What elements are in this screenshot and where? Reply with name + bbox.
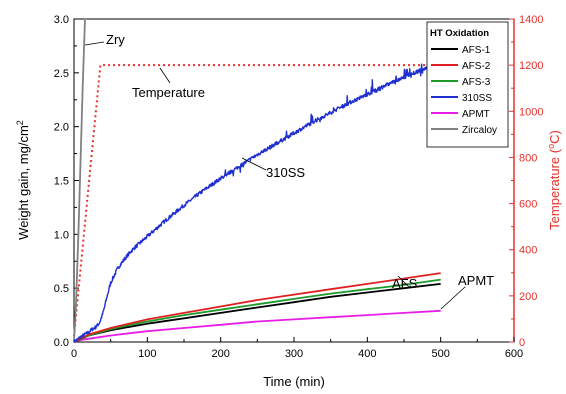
series-line-afs-2	[73, 272, 441, 343]
series-line-afs-3	[73, 278, 441, 343]
axis-ticks: 0 100 200 300 400 500 600 0.0 0.5 1.0 1.5 2.0 2.5 3.0…	[54, 14, 544, 360]
y2-axis-title-sup: o	[546, 144, 556, 149]
series-line-temperature	[73, 64, 441, 337]
y-tick-label: 3.0	[54, 14, 69, 26]
series-line-310ss	[73, 54, 438, 343]
legend-label-310ss: 310SS	[462, 93, 492, 104]
annotation-zry: Zry	[106, 32, 125, 47]
annotation-arrow-apmt	[440, 286, 466, 310]
legend-label-zircaloy: Zircaloy	[462, 125, 497, 136]
y2-axis-title-post: C)	[547, 130, 562, 144]
x-tick-label: 100	[138, 348, 156, 360]
y2-tick-label: 400	[519, 245, 537, 257]
x-tick-label: 200	[211, 348, 229, 360]
annotation-arrow-temperature	[159, 67, 171, 84]
x-tick-label: 400	[358, 348, 376, 360]
annotation-310ss: 310SS	[266, 165, 305, 180]
x-tick-label: 0	[71, 348, 77, 360]
y2-tick-label: 0	[519, 337, 525, 349]
x-tick-label: 600	[505, 348, 523, 360]
series-line-zircaloy	[73, 18, 88, 343]
y2-tick-label: 600	[519, 199, 537, 211]
legend-title: HT Oxidation	[430, 28, 489, 39]
legend-label-afs-3: AFS-3	[462, 77, 491, 88]
legend-label-afs-2: AFS-2	[462, 61, 491, 72]
annotation-afs: AFS	[392, 276, 418, 291]
y2-tick-label: 1000	[519, 106, 543, 118]
legend: HT Oxidation AFS-1 AFS-2 AFS-3 310SS APMT Zir…	[426, 21, 509, 148]
series-layer	[73, 18, 441, 343]
y-tick-label: 1.0	[54, 229, 69, 241]
legend-label-apmt: APMT	[462, 109, 490, 120]
y2-axis-title: Temperature (oC)	[546, 130, 562, 230]
x-tick-label: 300	[285, 348, 303, 360]
y-axis-title-sup: 2	[15, 120, 25, 125]
legend-label-afs-1: AFS-1	[462, 45, 491, 56]
y2-axis-title-pre: Temperature (	[547, 148, 562, 230]
annotation-apmt: APMT	[458, 273, 494, 288]
annotation-arrow-zry	[84, 41, 105, 46]
annotations: Zry Temperature 310SS AFS APMT	[84, 32, 494, 310]
y-axis-title-main: Weight gain, mg/cm	[16, 125, 31, 240]
y-axis-title: Weight gain, mg/cm2	[15, 120, 31, 240]
y2-tick-label: 1200	[519, 60, 543, 72]
y-tick-label: 0.0	[54, 337, 69, 349]
y-tick-label: 2.0	[54, 122, 69, 134]
y-tick-label: 0.5	[54, 283, 69, 295]
annotation-arrow-afs	[397, 275, 411, 289]
y2-tick-label: 800	[519, 152, 537, 164]
legend-box	[426, 21, 509, 148]
annotation-temperature: Temperature	[132, 85, 205, 100]
x-axis-title: Time (min)	[263, 374, 325, 389]
annotation-arrow-310ss	[241, 157, 267, 171]
y-tick-label: 2.5	[54, 68, 69, 80]
y2-tick-label: 200	[519, 291, 537, 303]
y2-tick-label: 1400	[519, 14, 543, 26]
x-tick-label: 500	[431, 348, 449, 360]
y-tick-label: 1.5	[54, 176, 69, 188]
series-line-apmt	[73, 309, 441, 343]
